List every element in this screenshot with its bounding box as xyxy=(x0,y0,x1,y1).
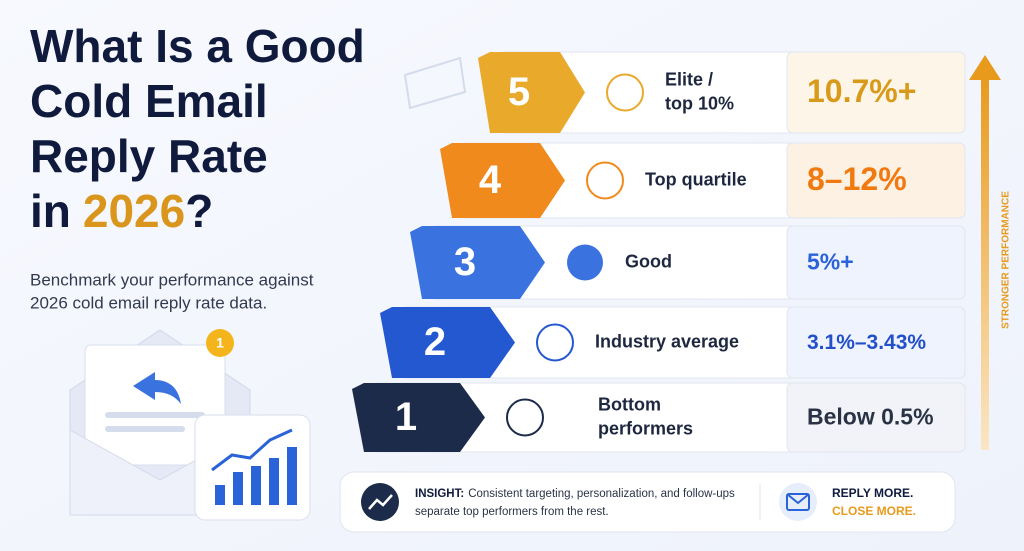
subtitle: 2026 cold email reply rate data. xyxy=(30,293,267,312)
subtitle: Benchmark your performance against xyxy=(30,270,314,289)
tier-icon xyxy=(567,244,603,281)
tier-label: top 10% xyxy=(665,93,734,113)
tier-rank: 4 xyxy=(479,158,502,202)
tier-value-panel xyxy=(786,306,966,379)
axis-label: STRONGER PERFORMANCE xyxy=(1001,191,1012,329)
tier-label: Good xyxy=(625,251,672,271)
tier-icon xyxy=(536,323,574,362)
insight-icon-line xyxy=(368,494,393,510)
tier-value-panel xyxy=(786,51,966,134)
title-line: Reply Rate xyxy=(30,130,268,182)
cta-line: CLOSE MORE. xyxy=(832,504,916,518)
tier-value-panel xyxy=(786,142,966,219)
tier-icon xyxy=(506,398,544,437)
title-part: in xyxy=(30,185,71,237)
insight-label: INSIGHT: xyxy=(415,488,464,500)
envelope-illustration: 1 xyxy=(69,329,311,521)
tier-rank: 1 xyxy=(395,395,417,439)
tier-label: Top quartile xyxy=(645,169,747,189)
insight-line: Consistent targeting, personalization, a… xyxy=(468,488,735,500)
cta-envelope xyxy=(786,493,810,511)
tier-icon xyxy=(606,73,644,112)
insight-text: INSIGHT: Consistent targeting, personaliz… xyxy=(415,488,735,500)
cta-line: REPLY MORE. xyxy=(832,486,913,500)
tier-value: 10.7%+ xyxy=(807,73,916,109)
tier-value-panel xyxy=(786,382,966,453)
tier-value: Below 0.5% xyxy=(807,404,934,430)
tier-label: Industry average xyxy=(595,331,739,351)
arrow-shaft xyxy=(981,75,989,450)
title-part: 2026 xyxy=(83,185,185,237)
tier-rank-chevron xyxy=(478,52,585,133)
tier-value: 3.1%–3.43% xyxy=(807,331,926,354)
envelope-outline xyxy=(403,56,467,110)
title-line: What Is a Good xyxy=(30,20,365,72)
tier-rank-chevron xyxy=(440,143,565,218)
tier-rank: 5 xyxy=(508,70,530,114)
tier-label: performers xyxy=(598,418,693,438)
tier-rank-chevron xyxy=(380,307,515,378)
tier-rank: 3 xyxy=(454,240,476,284)
tier-rank: 2 xyxy=(424,320,446,364)
tier-value: 8–12% xyxy=(807,161,907,197)
tier-value-panel xyxy=(786,225,966,300)
tier-icon xyxy=(586,161,624,200)
badge: 1 xyxy=(216,335,224,351)
insight-box xyxy=(339,471,956,533)
title-line: in 2026? xyxy=(30,185,213,237)
title-part: ? xyxy=(185,185,213,237)
tier-label: Bottom xyxy=(598,394,661,414)
arrow-head xyxy=(969,55,1001,80)
cta-envelope-flap xyxy=(786,493,810,505)
tier-label: Elite / xyxy=(665,69,713,89)
title-line: Cold Email xyxy=(30,75,268,127)
tier-rank-chevron xyxy=(410,226,545,299)
tier-value: 5%+ xyxy=(807,249,854,275)
insight-line: separate top performers from the rest. xyxy=(415,506,609,518)
tier-rank-chevron xyxy=(352,383,485,452)
